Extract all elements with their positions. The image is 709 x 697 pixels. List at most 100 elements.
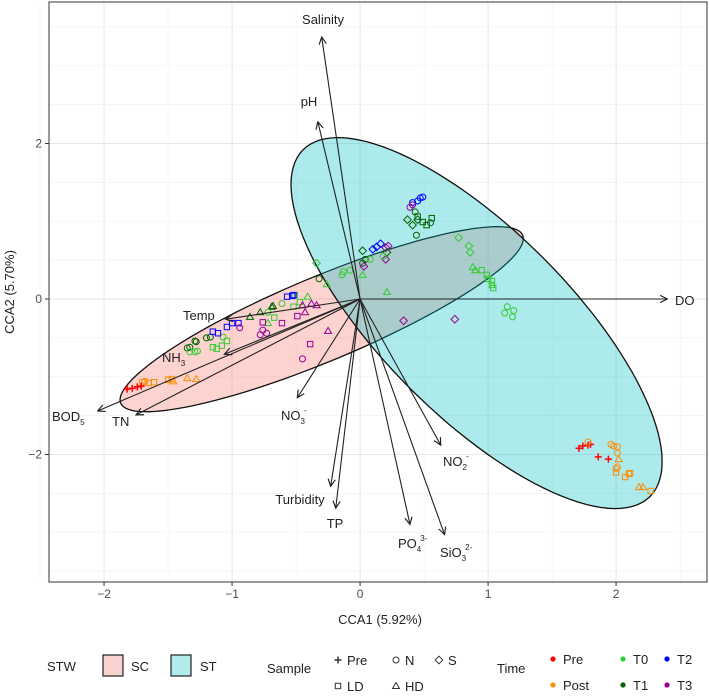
x-axis-title: CCA1 (5.92%) (338, 612, 422, 627)
legend-time-label: T3 (677, 678, 692, 692)
legend-shape-pre-icon (334, 656, 342, 664)
point-post-n (141, 377, 149, 385)
point-t0-hd (263, 318, 273, 327)
point-t3-n (263, 329, 271, 337)
legend-time-dot-icon (550, 682, 556, 688)
legend-sample-label: LD (347, 679, 364, 692)
point-t3-hd (300, 307, 310, 316)
point-t1-s (358, 246, 368, 256)
arrow-label-subscript: 5 (80, 418, 85, 427)
point-t1-n (412, 231, 420, 239)
arrow-label-do: DO (675, 293, 695, 308)
legend-time-title: Time (497, 661, 525, 676)
point-pre-pre (604, 455, 612, 463)
point-t0-hd (322, 279, 332, 288)
point-post-hd (182, 373, 192, 382)
point-t3-n (256, 331, 264, 339)
arrow-bod5 (98, 298, 361, 411)
x-tick-label: 2 (613, 587, 620, 601)
point-t3-s (381, 243, 391, 253)
point-t1-s (382, 247, 392, 257)
point-post-ld (626, 469, 634, 477)
point-pre-pre (123, 385, 131, 393)
legend-time: Time Pre T0 T2 Post T1 T3 (497, 652, 692, 693)
point-pre-pre (594, 453, 602, 461)
point-t2-ld (223, 323, 231, 331)
point-t3-n (236, 324, 244, 332)
arrow-temp (226, 298, 361, 319)
point-post-hd (168, 376, 178, 385)
point-post-n (612, 464, 620, 472)
legend-label-st: ST (200, 659, 217, 674)
arrow-label-no3: NO3 - (281, 406, 307, 426)
arrow-label-bod5: BOD5 (52, 409, 85, 427)
arrow-label-base: PO (398, 536, 417, 551)
point-t0-ld (209, 344, 217, 351)
point-t1-s (413, 215, 423, 225)
point-t0-n (501, 309, 509, 317)
arrow-label-subscript: 3 (301, 417, 306, 426)
point-t0-n (219, 333, 227, 341)
point-t0-n (366, 255, 374, 263)
point-t3-hd (312, 300, 321, 309)
point-t1-s (408, 220, 418, 230)
grid-lines (39, 2, 707, 582)
point-t0-ld (490, 284, 497, 292)
legend-label-sc: SC (131, 659, 149, 674)
legend-time-label: Post (563, 678, 589, 692)
point-post-hd (614, 454, 624, 463)
point-t0-n (379, 252, 387, 260)
arrow-label-subscript: 2 (463, 463, 468, 472)
point-t0-ld (478, 267, 485, 274)
y-axis-title: CCA2 (5.70%) (2, 250, 17, 334)
x-tick-label: 1 (485, 587, 492, 601)
arrow-label-base: DO (675, 293, 695, 308)
point-pre-pre (133, 383, 141, 391)
ellipses (119, 136, 663, 510)
legend-swatch-st (170, 654, 192, 677)
point-t3-ld (294, 312, 301, 320)
point-pre-pre (128, 384, 136, 392)
point-t2-ld (289, 292, 296, 300)
point-t2-s (376, 239, 386, 249)
point-t1-ld (414, 213, 421, 220)
point-t0-n (508, 313, 516, 321)
point-t0-s (312, 258, 322, 268)
point-t1-n (426, 219, 434, 227)
arrow-label-turbidity: Turbidity (275, 492, 325, 507)
legend-time-label: Pre (563, 652, 583, 667)
legend-sample: Sample Pre N S LD HD (267, 653, 457, 694)
legend-time-dot-icon (664, 656, 670, 662)
sample-points (123, 193, 654, 495)
arrow-label-superscript: 2- (465, 543, 472, 552)
x-tick-label: −1 (225, 587, 239, 601)
point-post-hd (191, 374, 201, 383)
arrow-label-base: Salinity (302, 12, 344, 27)
arrow-label-sio3: SiO3 2- (440, 543, 473, 563)
point-t3-s (399, 316, 409, 326)
arrow-label-base: Temp (183, 308, 215, 323)
legend-swatch-sc (102, 654, 124, 677)
point-t0-s (465, 247, 475, 257)
x-tick-label: −2 (97, 587, 111, 601)
legend-time-dot-icon (620, 682, 626, 688)
arrow-label-base: TP (327, 516, 344, 531)
point-t2-ld (214, 330, 222, 337)
arrow-label-base: SiO (440, 545, 462, 560)
legend-time-dot-icon (550, 656, 556, 662)
arrow-label-base: NO (281, 408, 301, 423)
point-t2-ld (235, 319, 242, 327)
point-t1-n (315, 275, 323, 283)
arrow-label-subscript: 3 (462, 554, 467, 563)
legend-stw-title: STW (47, 659, 77, 674)
panel-border (48, 1, 708, 583)
arrow-no3 (297, 298, 361, 398)
point-t1-n (202, 334, 210, 342)
legend-shape-n-icon (392, 656, 400, 664)
arrow-sio3 (359, 298, 444, 535)
point-post-ld (150, 378, 158, 386)
point-t1-hd (245, 312, 255, 320)
point-post-ld (612, 469, 620, 476)
arrow-salinity (322, 37, 361, 300)
legend-time-dot-icon (664, 682, 670, 688)
